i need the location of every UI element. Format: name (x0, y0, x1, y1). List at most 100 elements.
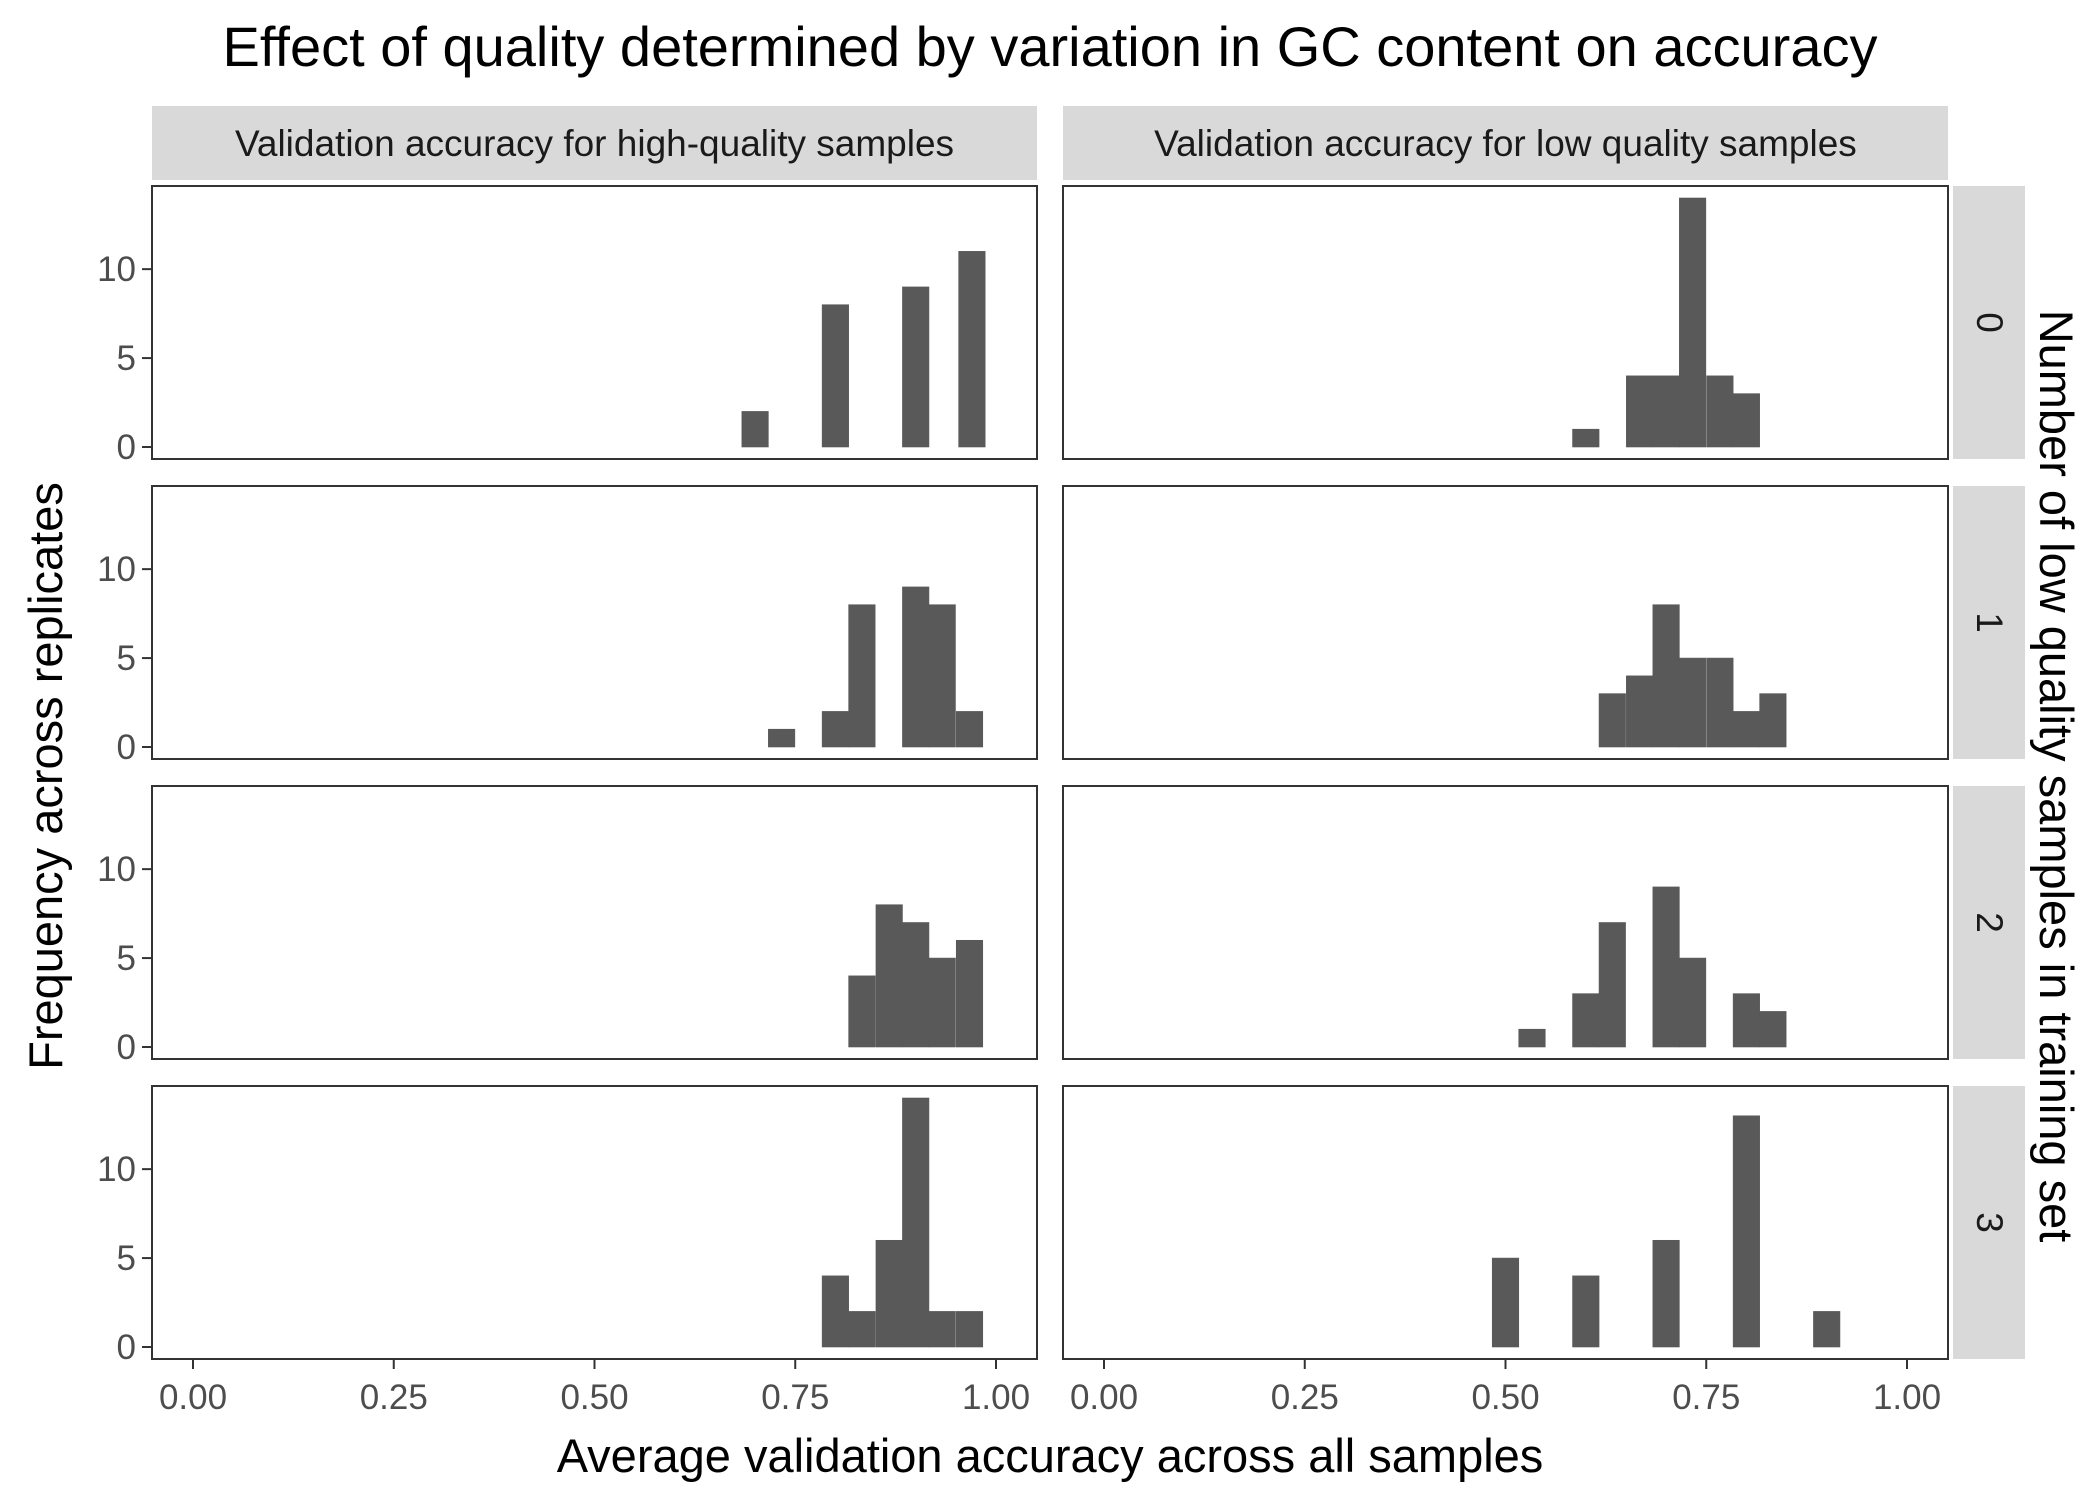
facet-row-title: Number of low quality samples in trainin… (2030, 310, 2083, 1243)
histogram-bar (1572, 1275, 1600, 1348)
histogram-bar (1759, 1011, 1787, 1048)
histogram-bar (958, 251, 986, 448)
histogram-bar (1679, 957, 1707, 1048)
panel-2-high-quality (151, 785, 1038, 1060)
histogram-bar (1491, 1257, 1520, 1348)
panel-border (151, 485, 1038, 760)
y-tick-label: 5 (117, 939, 136, 978)
histogram-bar (955, 939, 984, 1048)
row-strip (1953, 786, 2025, 1059)
row-strip (1953, 1086, 2025, 1359)
histogram-bar (1518, 1028, 1546, 1048)
x-tick-label: 0.25 (360, 1378, 428, 1417)
panel-border (1062, 785, 1949, 1060)
y-tick-label: 5 (117, 1239, 136, 1278)
x-tick-label: 0.50 (1471, 1378, 1539, 1417)
histogram-bar (1572, 428, 1600, 448)
panel-2-low-quality (1062, 785, 1949, 1060)
histogram-bar (1732, 393, 1760, 448)
histogram-bar (928, 604, 956, 748)
panel-border (151, 785, 1038, 1060)
histogram-bar (848, 1311, 876, 1348)
x-tick-label: 0.00 (159, 1378, 227, 1417)
histogram-bar (741, 411, 769, 448)
y-tick-label: 10 (97, 850, 136, 889)
panel-3-high-quality (151, 1085, 1038, 1360)
panel-border (151, 185, 1038, 460)
column-strip (152, 106, 1037, 180)
panel-background (1063, 186, 1948, 459)
panel-background (152, 486, 1037, 759)
column-strip (1063, 106, 1948, 180)
histogram-bar (1732, 993, 1760, 1048)
histogram-bar (875, 904, 903, 1048)
histogram-bar (928, 1311, 956, 1348)
histogram-bar (848, 604, 876, 748)
y-tick-label: 10 (97, 550, 136, 589)
panel-background (152, 186, 1037, 459)
y-tick-label: 0 (117, 1028, 136, 1067)
histogram-bar (1679, 197, 1707, 448)
histogram-bar (848, 975, 876, 1048)
x-tick-label: 0.75 (761, 1378, 829, 1417)
histogram-bar (955, 1311, 984, 1348)
histogram-bar (875, 1239, 903, 1348)
row-strip-label: 3 (1969, 1212, 2010, 1233)
row-strip-label: 0 (1969, 312, 2010, 333)
row-strip-label: 1 (1969, 612, 2010, 633)
x-tick-label: 0.75 (1672, 1378, 1740, 1417)
row-strip (1953, 486, 2025, 759)
histogram-bar (768, 728, 796, 748)
histogram-bar (1626, 375, 1654, 448)
panel-0-high-quality (151, 185, 1038, 460)
panel-background (1063, 486, 1948, 759)
row-strip (1953, 186, 2025, 459)
panel-border (1062, 185, 1949, 460)
y-tick-label: 10 (97, 250, 136, 289)
y-tick-label: 10 (97, 1150, 136, 1189)
histogram-bar (1598, 693, 1626, 748)
x-tick-label: 0.50 (560, 1378, 628, 1417)
histogram-bar (1626, 675, 1654, 748)
histogram-bar (821, 1275, 849, 1348)
panel-border (1062, 485, 1949, 760)
y-tick-label: 0 (117, 728, 136, 767)
y-axis-title: Frequency across replicates (19, 482, 72, 1070)
histogram-bar (1706, 375, 1734, 448)
histogram-bar (821, 304, 849, 448)
column-strip-label: Validation accuracy for low quality samp… (1154, 123, 1857, 164)
histogram-bar (1679, 657, 1707, 748)
panel-1-low-quality (1062, 485, 1949, 760)
histogram-bar (1652, 375, 1680, 448)
y-tick-label: 0 (117, 1328, 136, 1367)
histogram-bar (902, 286, 930, 448)
histogram-bar (1732, 1115, 1760, 1348)
histogram-bar (928, 957, 956, 1048)
panel-background (1063, 786, 1948, 1059)
x-tick-label: 1.00 (1873, 1378, 1941, 1417)
histogram-bar (1652, 1239, 1680, 1348)
x-axis-title: Average validation accuracy across all s… (557, 1429, 1544, 1482)
histogram-bar (902, 922, 930, 1048)
y-tick-label: 0 (117, 428, 136, 467)
panels-layer: Validation accuracy for high-quality sam… (97, 106, 2025, 1417)
histogram-bar (1706, 657, 1734, 748)
histogram-bar (1652, 604, 1680, 748)
histogram-bar (1652, 886, 1680, 1048)
panel-0-low-quality (1062, 185, 1949, 460)
histogram-bar (902, 1097, 930, 1348)
y-tick-label: 5 (117, 339, 136, 378)
histogram-bar (1813, 1311, 1841, 1348)
x-tick-label: 0.00 (1070, 1378, 1138, 1417)
column-strip-label: Validation accuracy for high-quality sam… (235, 123, 954, 164)
panel-3-low-quality (1062, 1085, 1949, 1360)
histogram-bar (1732, 711, 1760, 748)
x-tick-label: 0.25 (1271, 1378, 1339, 1417)
histogram-bar (821, 711, 849, 748)
histogram-bar (955, 711, 984, 748)
histogram-bar (1598, 922, 1626, 1048)
y-tick-label: 5 (117, 639, 136, 678)
histogram-bar (902, 586, 930, 748)
panel-1-high-quality (151, 485, 1038, 760)
